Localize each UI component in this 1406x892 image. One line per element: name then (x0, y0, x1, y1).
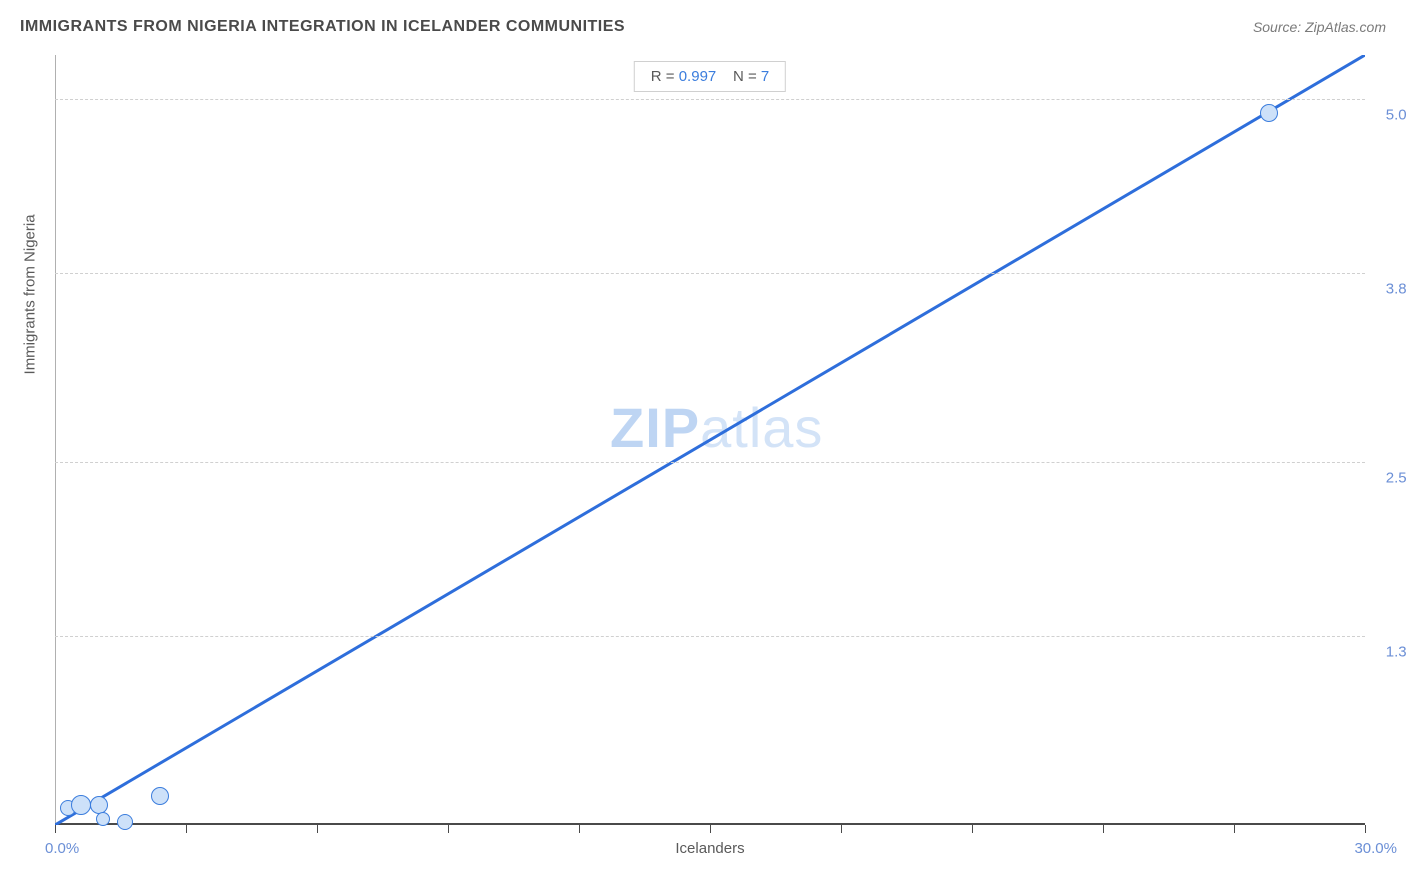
watermark-atlas: atlas (700, 396, 823, 459)
x-tick (710, 825, 711, 833)
x-tick (1365, 825, 1366, 833)
x-tick (841, 825, 842, 833)
scatter-point (151, 787, 169, 805)
watermark-zip: ZIP (610, 396, 700, 459)
scatter-point (1260, 104, 1278, 122)
n-label: N = (733, 68, 761, 85)
x-axis-label: Icelanders (675, 840, 744, 857)
y-axis-line (55, 55, 56, 825)
x-tick (55, 825, 56, 833)
scatter-point (96, 812, 110, 826)
x-max-label: 30.0% (1354, 840, 1397, 857)
y-axis-label: Immigrants from Nigeria (22, 214, 39, 374)
x-tick (317, 825, 318, 833)
grid-line (55, 99, 1365, 100)
watermark: ZIPatlas (610, 395, 823, 460)
grid-line (55, 273, 1365, 274)
plot-area: R = 0.997 N = 7 ZIPatlas 0.0% 30.0% Icel… (55, 55, 1365, 825)
x-tick (1103, 825, 1104, 833)
y-tick-label: 1.3% (1386, 644, 1406, 661)
y-tick-label: 3.8% (1386, 280, 1406, 297)
x-origin-label: 0.0% (45, 840, 79, 857)
x-tick (579, 825, 580, 833)
scatter-point (90, 796, 108, 814)
x-tick (448, 825, 449, 833)
x-tick (972, 825, 973, 833)
stats-box: R = 0.997 N = 7 (634, 61, 786, 92)
chart-title: IMMIGRANTS FROM NIGERIA INTEGRATION IN I… (20, 18, 625, 36)
y-tick-label: 2.5% (1386, 469, 1406, 486)
r-label: R = (651, 68, 679, 85)
n-value: 7 (761, 68, 769, 85)
scatter-point (117, 814, 133, 830)
scatter-point (71, 795, 91, 815)
x-tick (1234, 825, 1235, 833)
grid-line (55, 462, 1365, 463)
grid-line (55, 636, 1365, 637)
y-tick-label: 5.0% (1386, 106, 1406, 123)
source-attribution: Source: ZipAtlas.com (1253, 19, 1386, 35)
x-tick (186, 825, 187, 833)
chart-header: IMMIGRANTS FROM NIGERIA INTEGRATION IN I… (20, 18, 1386, 36)
regression-line (55, 55, 1365, 825)
r-value: 0.997 (679, 68, 717, 85)
